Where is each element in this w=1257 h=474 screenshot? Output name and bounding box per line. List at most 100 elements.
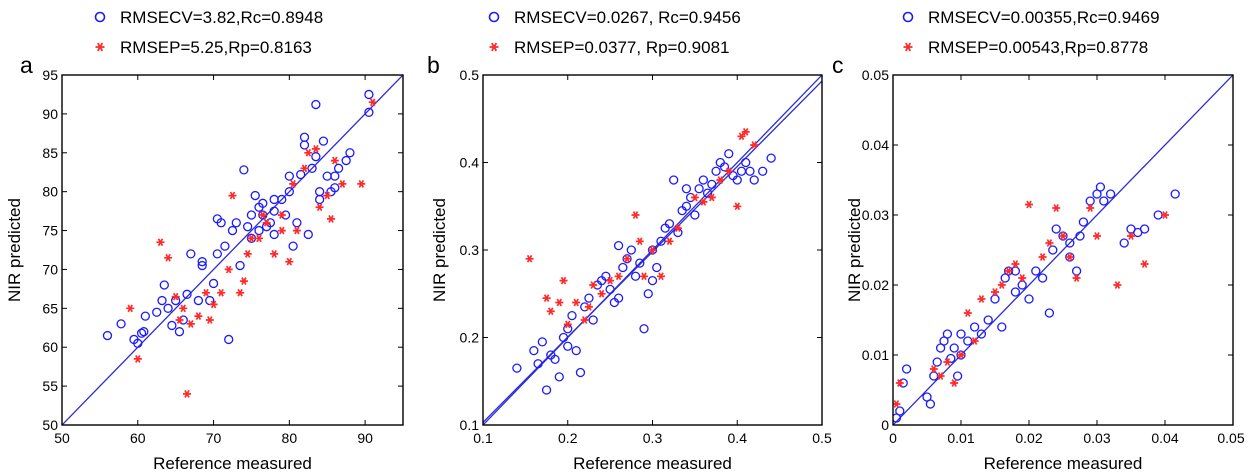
calibration-point [942,329,953,339]
calibration-point [311,152,321,162]
calibration-point [932,357,942,367]
calibration-point [741,157,751,168]
prediction-point [357,179,366,188]
legend-entry: RMSEP=0.00543,Rp=0.8778 [928,38,1148,57]
prediction-point [1127,232,1135,240]
prediction-point [1011,260,1020,268]
calibration-point [652,262,662,273]
y-tick-label: 0.05 [862,67,889,83]
calibration-point [690,210,700,220]
calibration-point [133,338,143,348]
calibration-point [529,345,539,356]
prediction-point [1072,274,1081,282]
prediction-point [289,179,298,188]
prediction-point [270,249,279,258]
calibration-point [558,332,569,343]
calibration-point [567,310,577,321]
prediction-point [936,372,945,380]
prediction-point [1093,232,1101,240]
calibration-point [186,249,196,259]
calibration-point [724,149,734,159]
calibration-point [296,169,306,180]
calibration-point [969,322,980,332]
prediction-point [327,214,335,223]
calibration-point [1048,245,1058,255]
prediction-point [741,127,750,136]
calibration-point [983,315,993,325]
panel-letter: c [832,52,844,78]
calibration-point [208,278,219,289]
legend-marker-circle [94,11,106,23]
prediction-point [1065,253,1074,261]
prediction-point [171,292,180,301]
calibration-point [563,341,573,351]
calibration-point [952,371,963,381]
x-tick-label: 0.3 [643,430,663,446]
prediction-point [635,237,644,246]
fit-line [62,75,403,425]
calibration-point [669,175,679,185]
prediction-point [300,164,309,173]
x-tick-label: 70 [206,430,222,446]
prediction-point [236,288,245,297]
prediction-point [555,298,564,307]
prediction-point [542,294,551,303]
calibration-point [613,293,624,303]
y-tick-label: 70 [42,261,58,277]
prediction-point [285,257,294,266]
x-axis-label: Reference measured [984,454,1143,473]
y-tick-label: 55 [42,378,58,394]
calibration-point [588,315,598,325]
calibration-point [1065,238,1075,248]
calibration-point [311,99,321,110]
calibration-point [174,327,185,337]
calibration-point [157,295,167,306]
prediction-point [640,272,648,281]
calibration-point [269,229,279,240]
calibration-point [664,219,675,229]
legend-marker-circle [488,11,500,23]
prediction-point [1025,200,1033,209]
x-tick-label: 0.1 [473,430,493,446]
calibration-point [895,406,905,416]
prediction-point [304,148,313,157]
prediction-point [707,193,716,202]
calibration-point [288,241,298,251]
prediction-point [277,211,286,219]
prediction-point [315,203,324,212]
prediction-point [589,281,598,289]
y-tick-label: 0.02 [862,277,889,293]
calibration-point [766,153,776,163]
prediction-point [631,211,640,219]
calibration-point [1099,196,1109,206]
y-tick-label: 75 [42,223,58,239]
prediction-point [977,295,986,303]
y-axis-label: NIR predicted [845,198,864,302]
prediction-point [750,141,759,149]
x-tick-label: 0.2 [558,430,578,446]
calibration-point [533,359,543,369]
calibration-point [139,327,149,337]
calibration-point [364,89,374,100]
calibration-point [330,183,340,193]
calibration-point [227,225,238,236]
calibration-point [707,179,717,190]
plot-area [62,75,403,425]
prediction-point [657,272,665,281]
prediction-point [1052,204,1061,212]
prediction-point [580,316,589,324]
prediction-point [733,202,742,211]
y-tick-label: 80 [42,184,58,200]
prediction-point [175,316,184,324]
prediction-point [239,277,248,286]
calibration-point [541,385,552,395]
calibration-point [925,399,936,409]
prediction-point [716,176,725,184]
prediction-point [1161,211,1169,219]
legend-marker-star [95,42,105,52]
calibration-point [681,184,692,194]
calibration-point [630,271,641,281]
calibration-point [647,275,658,286]
prediction-point [1086,204,1095,212]
calibration-point [159,280,169,290]
